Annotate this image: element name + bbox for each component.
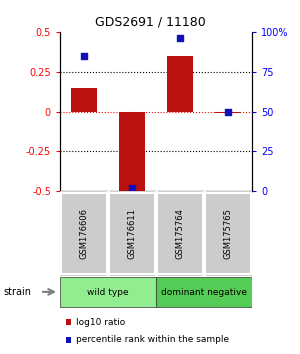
Bar bbox=[119, 112, 145, 191]
Bar bbox=[109, 193, 155, 274]
Text: percentile rank within the sample: percentile rank within the sample bbox=[76, 335, 229, 344]
Point bbox=[82, 53, 86, 58]
Bar bbox=[215, 112, 241, 113]
Text: dominant negative: dominant negative bbox=[161, 287, 247, 297]
Bar bbox=[71, 88, 97, 112]
Point bbox=[130, 185, 134, 191]
Text: GSM175765: GSM175765 bbox=[224, 208, 232, 259]
Text: GSM175764: GSM175764 bbox=[176, 208, 184, 259]
Text: strain: strain bbox=[3, 287, 31, 297]
Point bbox=[178, 35, 182, 41]
Bar bbox=[157, 193, 203, 274]
Bar bbox=[167, 56, 193, 112]
Bar bbox=[157, 277, 251, 307]
Text: GSM176606: GSM176606 bbox=[80, 208, 88, 259]
Bar bbox=[205, 193, 251, 274]
Text: GDS2691 / 11180: GDS2691 / 11180 bbox=[94, 16, 206, 29]
Bar bbox=[61, 277, 155, 307]
Text: GSM176611: GSM176611 bbox=[128, 208, 136, 259]
Bar bbox=[61, 193, 107, 274]
Text: wild type: wild type bbox=[87, 287, 129, 297]
Text: log10 ratio: log10 ratio bbox=[76, 318, 125, 327]
Point bbox=[226, 109, 230, 114]
